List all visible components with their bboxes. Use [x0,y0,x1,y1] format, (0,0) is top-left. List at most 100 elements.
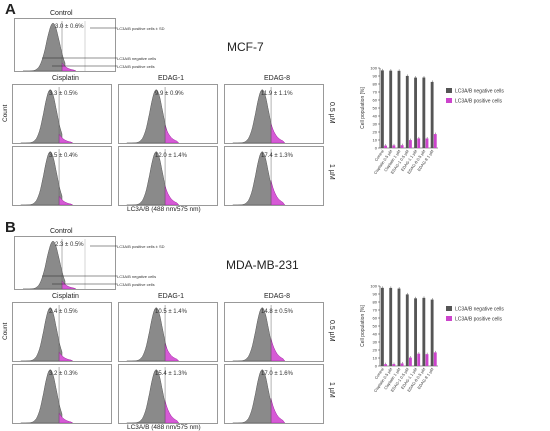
y-tick-label: 50 [373,324,378,329]
bar [425,354,429,366]
y-tick-label: 80 [373,82,378,87]
histogram-plot [126,367,180,423]
legend-label: LC3A/B negative cells [455,307,504,313]
negative-population-peak [232,151,275,205]
legend-swatch [446,88,452,93]
annotation-positive-sd: LC3A/B positive cells ± SD [117,244,165,249]
legend-label: LC3A/B positive cells [455,317,502,323]
y-axis-label: Cell population [%] [360,305,366,347]
bar [389,70,393,148]
y-tick-label: 0 [375,364,378,369]
histogram-plot [20,367,74,423]
treatment-histogram: 2.4 ± 0.5% [12,302,112,362]
positive-population-tail [164,399,180,423]
histogram-x-axis-label: LC3A/B (488 nm/575 nm) [127,206,201,213]
bar [400,363,404,366]
legend-label: LC3A/B negative cells [455,89,504,95]
positive-population-tail [58,133,73,143]
bar [389,287,393,366]
y-tick-label: 70 [373,90,378,95]
count-axis-label: Count [2,322,9,340]
histogram-plot [126,87,180,143]
positive-population-tail [61,280,77,289]
y-tick-label: 0 [375,146,378,151]
bar [409,357,412,366]
treatment-percent: 17.4 ± 1.3% [261,153,293,159]
condition-label: EDAG-8 [264,293,291,300]
y-tick-label: 40 [373,114,378,119]
negative-population-peak [20,151,63,205]
histogram-plot [232,367,286,423]
concentration-label: 1 µM [328,164,335,180]
control-histogram: 2.3 ± 0.5% [14,236,116,290]
positive-population-tail [164,185,180,205]
treatment-percent: 9.9 ± 0.9% [155,91,184,97]
control-histogram: 3.0 ± 0.6% [14,18,116,72]
y-tick-label: 100 [370,284,377,289]
bar [397,288,401,366]
histogram-plot [20,305,73,361]
histogram-plot [232,87,286,143]
y-tick-label: 20 [373,348,378,353]
positive-population-tail [270,179,286,205]
histogram-plot [126,149,180,205]
bar [409,140,412,148]
treatment-percent: 10.5 ± 1.4% [155,309,187,315]
treatment-percent: 3.3 ± 0.5% [49,91,78,97]
y-tick-label: 20 [373,130,378,135]
concentration-label: 1 µM [328,382,335,398]
negative-population-peak [232,369,275,423]
treatment-histogram: 17.4 ± 1.3% [224,146,324,206]
y-tick-label: 10 [373,356,378,361]
treatment-histogram: 3.3 ± 0.5% [12,84,112,144]
treatment-histogram: 3.2 ± 0.3% [12,364,112,424]
bar [417,138,421,148]
bar [380,287,384,366]
histogram-plot [23,239,86,289]
bar [414,298,417,366]
bar [384,145,387,148]
annotation-arrows [42,245,117,285]
positive-population-tail [164,343,180,361]
bar [422,297,426,366]
negative-population-peak [126,151,169,205]
negative-population-peak [126,307,169,361]
concentration-label: 0.5 µM [328,102,335,124]
histogram-plot [23,21,86,71]
bar [392,145,396,148]
condition-label: EDAG-1 [158,293,185,300]
legend-swatch [446,306,452,311]
legend-label: LC3A/B positive cells [455,99,502,105]
category-label: Control [373,367,385,381]
bar [433,134,437,148]
y-tick-label: 100 [370,66,377,71]
y-axis-label: Cell population [%] [360,87,366,129]
bar [422,77,426,148]
positive-population-tail [270,397,286,423]
treatment-percent: 11.9 ± 1.1% [261,91,293,97]
treatment-histogram: 14.8 ± 0.5% [224,302,324,362]
treatment-percent: 3.2 ± 0.3% [49,371,78,377]
histogram-x-axis-label: LC3A/B (488 nm/575 nm) [127,424,201,431]
annotation-positive: LC3A/B positive cells [117,64,155,69]
bar [414,77,417,148]
y-tick-label: 30 [373,122,378,127]
treatment-percent: 3.5 ± 0.4% [49,153,78,159]
treatment-histogram: 11.9 ± 1.1% [224,84,324,144]
y-tick-label: 40 [373,332,378,337]
annotation-positive-sd: LC3A/B positive cells ± SD [117,26,165,31]
annotation-arrows [42,27,117,67]
bar-chart: 0 10 20 30 40 50 60 70 80 90 100 Cell population [%… [360,284,504,394]
category-label: Control [373,149,385,163]
concentration-label: 0.5 µM [328,320,335,342]
treatment-percent: 12.0 ± 1.4% [155,153,187,159]
treatment-histogram: 17.0 ± 1.6% [224,364,324,424]
treatment-histogram: 12.0 ± 1.4% [118,146,218,206]
control-label: Control [50,228,73,235]
y-tick-label: 50 [373,106,378,111]
negative-population-peak [20,89,63,143]
bar [405,75,409,148]
bar [384,364,387,366]
positive-population-tail [58,351,73,361]
positive-population-tail [61,62,77,71]
